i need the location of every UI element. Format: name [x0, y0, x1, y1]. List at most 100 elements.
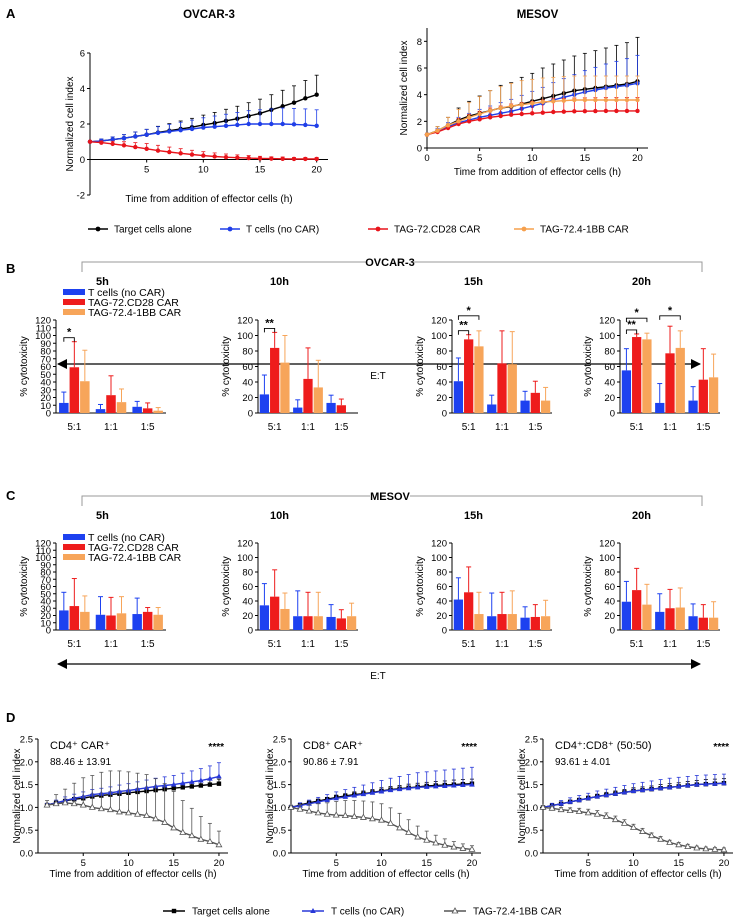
data-point [572, 97, 577, 103]
data-point [593, 810, 601, 817]
data-point [612, 790, 619, 796]
bar [487, 404, 497, 413]
bar [530, 392, 540, 413]
y-tick-label: 1.5 [20, 780, 33, 791]
bar [270, 596, 280, 630]
y-tick-label: 100 [431, 553, 447, 564]
data-point [584, 809, 592, 816]
y-tick-label: 20 [604, 393, 615, 404]
significance-bracket [457, 330, 470, 335]
data-point [124, 809, 132, 816]
bar [80, 611, 90, 630]
y-tick-label: 0.5 [20, 826, 33, 837]
data-point [603, 108, 609, 114]
bar [675, 607, 685, 630]
y-tick-label: 110 [36, 323, 51, 334]
y-tick-label: 0 [248, 409, 253, 420]
y-tick-label: 100 [35, 553, 51, 564]
series-target [87, 74, 319, 144]
data-point [315, 798, 321, 804]
y-tick-label: 120 [599, 316, 615, 327]
data-point [207, 775, 213, 781]
data-point [314, 92, 319, 97]
x-tick-label: 20 [719, 858, 730, 869]
data-point [540, 99, 545, 105]
chart-title: 15h [464, 510, 483, 522]
x-tick-label: 1:5 [696, 639, 710, 650]
data-point [630, 787, 637, 793]
data-point [155, 130, 161, 136]
legend-swatch-bar_cd28 [63, 544, 85, 550]
significance-bracket [457, 315, 480, 320]
bar [507, 614, 517, 630]
y-tick-label: 40 [40, 378, 51, 389]
data-point [178, 128, 183, 133]
data-point [314, 123, 319, 128]
data-point [323, 810, 331, 817]
y-tick-label: 60 [436, 362, 447, 373]
data-point [133, 134, 138, 139]
x-tick-label: 15 [168, 858, 179, 869]
series-d_tcell [288, 766, 475, 810]
x-tick-label: 1:5 [334, 639, 348, 650]
y-tick-label: 0.0 [525, 849, 538, 860]
y-tick-label: 2 [417, 117, 422, 128]
legend-label-cd28: TAG-72.CD28 CAR [394, 225, 481, 236]
et-arrow-c: E:T [57, 659, 701, 682]
legend-swatch-bar_tcell [63, 534, 85, 540]
data-point [314, 156, 319, 162]
y-tick-label: 60 [40, 582, 51, 593]
bar [313, 387, 323, 413]
x-tick-label: 10 [198, 165, 209, 176]
data-point [287, 803, 295, 810]
data-point [324, 797, 330, 803]
bar [487, 616, 497, 630]
data-point [189, 126, 195, 132]
y-tick-label: 90 [40, 560, 51, 571]
y-axis-title: Normalized cell index [265, 748, 276, 843]
series-cd28 [87, 139, 319, 162]
chart-title: 10h [270, 276, 289, 288]
y-tick-label: 80 [436, 568, 447, 579]
y-tick-label: 0 [46, 626, 51, 637]
data-point [603, 792, 610, 798]
et-label-b: E:T [370, 371, 386, 382]
data-point [201, 125, 206, 130]
legend-label-d_tcell: T cells (no CAR) [331, 907, 404, 918]
chart-b3: 0 20 40 60 80 100 120 % cytotoxicity 15h 5:1 1:1 1:… [415, 276, 552, 433]
data-point [561, 109, 567, 114]
bar [520, 400, 530, 413]
bar [540, 616, 551, 630]
data-point [342, 793, 349, 799]
y-tick-label: 80 [604, 347, 615, 358]
data-point [657, 785, 664, 791]
data-point [303, 122, 308, 128]
legend-panel-d: Target cells alone T cells (no CAR) TAG-72… [163, 907, 562, 918]
legend-marker-cd28 [375, 226, 381, 232]
data-point [712, 780, 718, 786]
y-tick-label: 80 [242, 568, 253, 579]
y-tick-label: 60 [604, 582, 615, 593]
data-point [593, 108, 598, 114]
y-tick-label: 120 [35, 539, 51, 550]
data-point [170, 781, 177, 787]
legend-label-bar_bb: TAG-72.4-1BB CAR [88, 552, 182, 564]
y-axis-title: % cytotoxicity [19, 556, 30, 617]
y-tick-label: 60 [436, 582, 447, 593]
y-tick-label: 60 [242, 362, 253, 373]
data-point [575, 807, 583, 814]
data-point [305, 807, 313, 814]
data-point [97, 804, 105, 812]
data-point [648, 831, 656, 839]
y-tick-label: 6 [417, 64, 422, 75]
bar [153, 614, 163, 630]
data-point [198, 777, 204, 783]
data-point [539, 803, 547, 810]
bar [665, 608, 675, 630]
bar [621, 370, 632, 413]
data-point [171, 786, 176, 791]
data-point [635, 108, 640, 114]
legend-marker-target [171, 908, 177, 914]
x-tick-label: 1:1 [104, 422, 118, 433]
bar [326, 616, 336, 630]
